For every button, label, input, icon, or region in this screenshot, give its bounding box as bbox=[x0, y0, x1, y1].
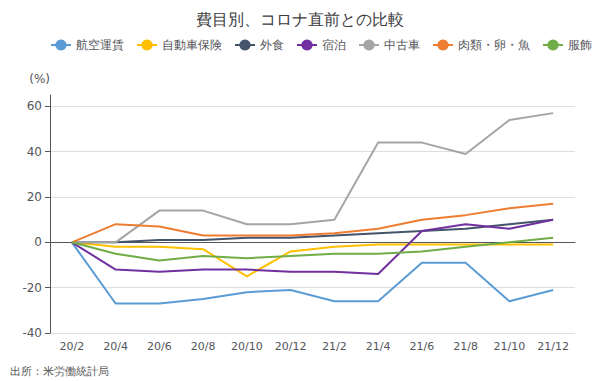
svg-text:20/10: 20/10 bbox=[231, 340, 263, 353]
svg-text:-40: -40 bbox=[22, 326, 42, 340]
svg-text:21/12: 21/12 bbox=[537, 340, 569, 353]
svg-text:21/8: 21/8 bbox=[453, 340, 478, 353]
svg-text:服飾: 服飾 bbox=[568, 38, 592, 52]
svg-text:自動車保険: 自動車保険 bbox=[162, 38, 222, 52]
svg-text:20/4: 20/4 bbox=[103, 340, 128, 353]
svg-text:60: 60 bbox=[27, 99, 42, 113]
svg-text:(%): (%) bbox=[29, 72, 50, 86]
svg-text:20/2: 20/2 bbox=[60, 340, 85, 353]
svg-text:21/6: 21/6 bbox=[410, 340, 435, 353]
svg-text:宿泊: 宿泊 bbox=[322, 38, 346, 52]
svg-text:21/10: 21/10 bbox=[494, 340, 526, 353]
svg-text:出所：米労働統計局: 出所：米労働統計局 bbox=[10, 365, 109, 378]
svg-text:中古車: 中古車 bbox=[384, 38, 420, 52]
svg-text:費目別、コロナ直前との比較: 費目別、コロナ直前との比較 bbox=[196, 10, 404, 29]
svg-text:0: 0 bbox=[34, 235, 42, 249]
svg-text:21/2: 21/2 bbox=[322, 340, 347, 353]
svg-text:航空運賃: 航空運賃 bbox=[76, 38, 124, 52]
svg-text:-20: -20 bbox=[22, 281, 42, 295]
svg-text:20: 20 bbox=[27, 190, 42, 204]
svg-text:20/6: 20/6 bbox=[147, 340, 172, 353]
svg-text:肉類・卵・魚: 肉類・卵・魚 bbox=[458, 38, 530, 52]
svg-text:20/12: 20/12 bbox=[275, 340, 307, 353]
svg-text:20/8: 20/8 bbox=[191, 340, 216, 353]
svg-text:外食: 外食 bbox=[260, 38, 284, 52]
svg-text:40: 40 bbox=[27, 145, 42, 159]
svg-text:21/4: 21/4 bbox=[366, 340, 391, 353]
